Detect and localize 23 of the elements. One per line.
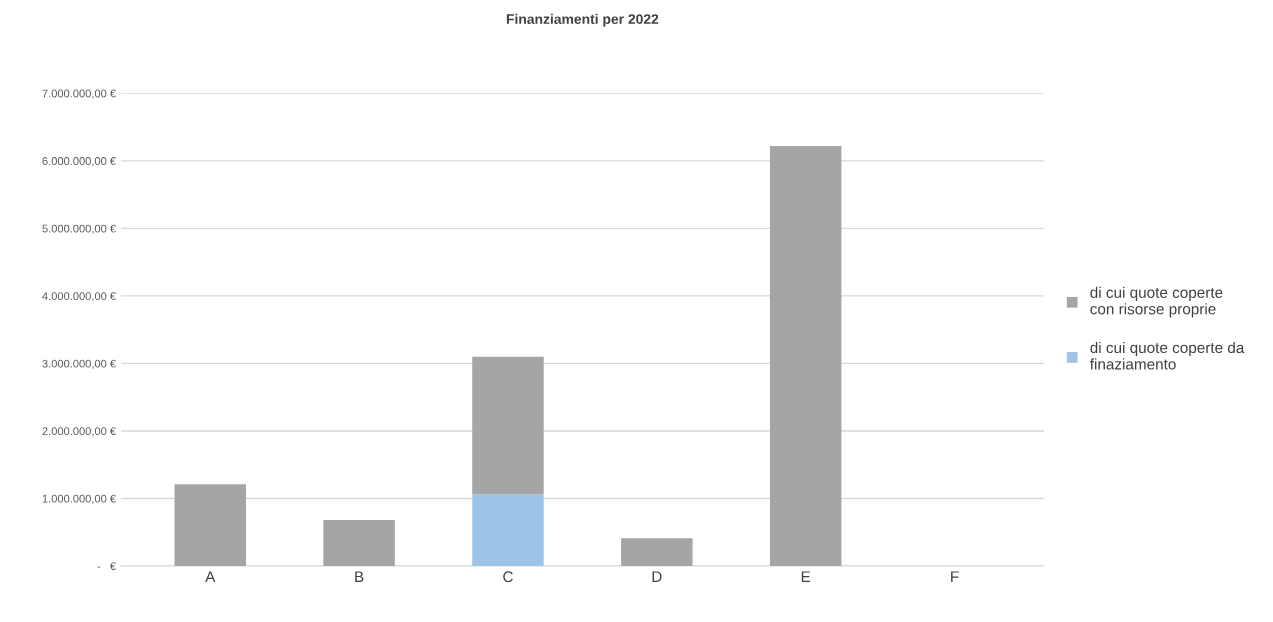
- y-tick-label: 2.000.000,00 €: [42, 427, 116, 437]
- x-tick-label: B: [355, 571, 364, 582]
- y-tick-label: 1.000.000,00 €: [42, 494, 116, 504]
- x-tick-label: F: [951, 571, 959, 582]
- bar: [174, 484, 246, 567]
- y-tick-label: - €: [97, 562, 116, 571]
- bar: [472, 356, 544, 495]
- y-tick-label: 3.000.000,00 €: [42, 359, 116, 369]
- legend-label: di cui quote coperte con risorse proprie: [1090, 286, 1223, 318]
- chart-title: Finanziamenti per 2022: [506, 13, 659, 27]
- y-tick-label: 5.000.000,00 €: [42, 224, 116, 234]
- bar: [323, 520, 395, 567]
- bar: [621, 538, 693, 567]
- bar: [472, 494, 544, 567]
- y-tick-label: 4.000.000,00 €: [42, 292, 116, 302]
- legend-label: di cui quote coperte da finaziamento: [1089, 341, 1245, 370]
- x-tick-label: C: [503, 571, 513, 583]
- bar: [769, 145, 842, 567]
- x-tick-label: D: [652, 571, 662, 582]
- y-tick-label: 6.000.000,00 €: [42, 157, 116, 167]
- y-tick-label: 7.000.000,00 €: [42, 89, 116, 99]
- x-tick-label: E: [801, 571, 811, 582]
- x-tick-label: A: [205, 571, 216, 582]
